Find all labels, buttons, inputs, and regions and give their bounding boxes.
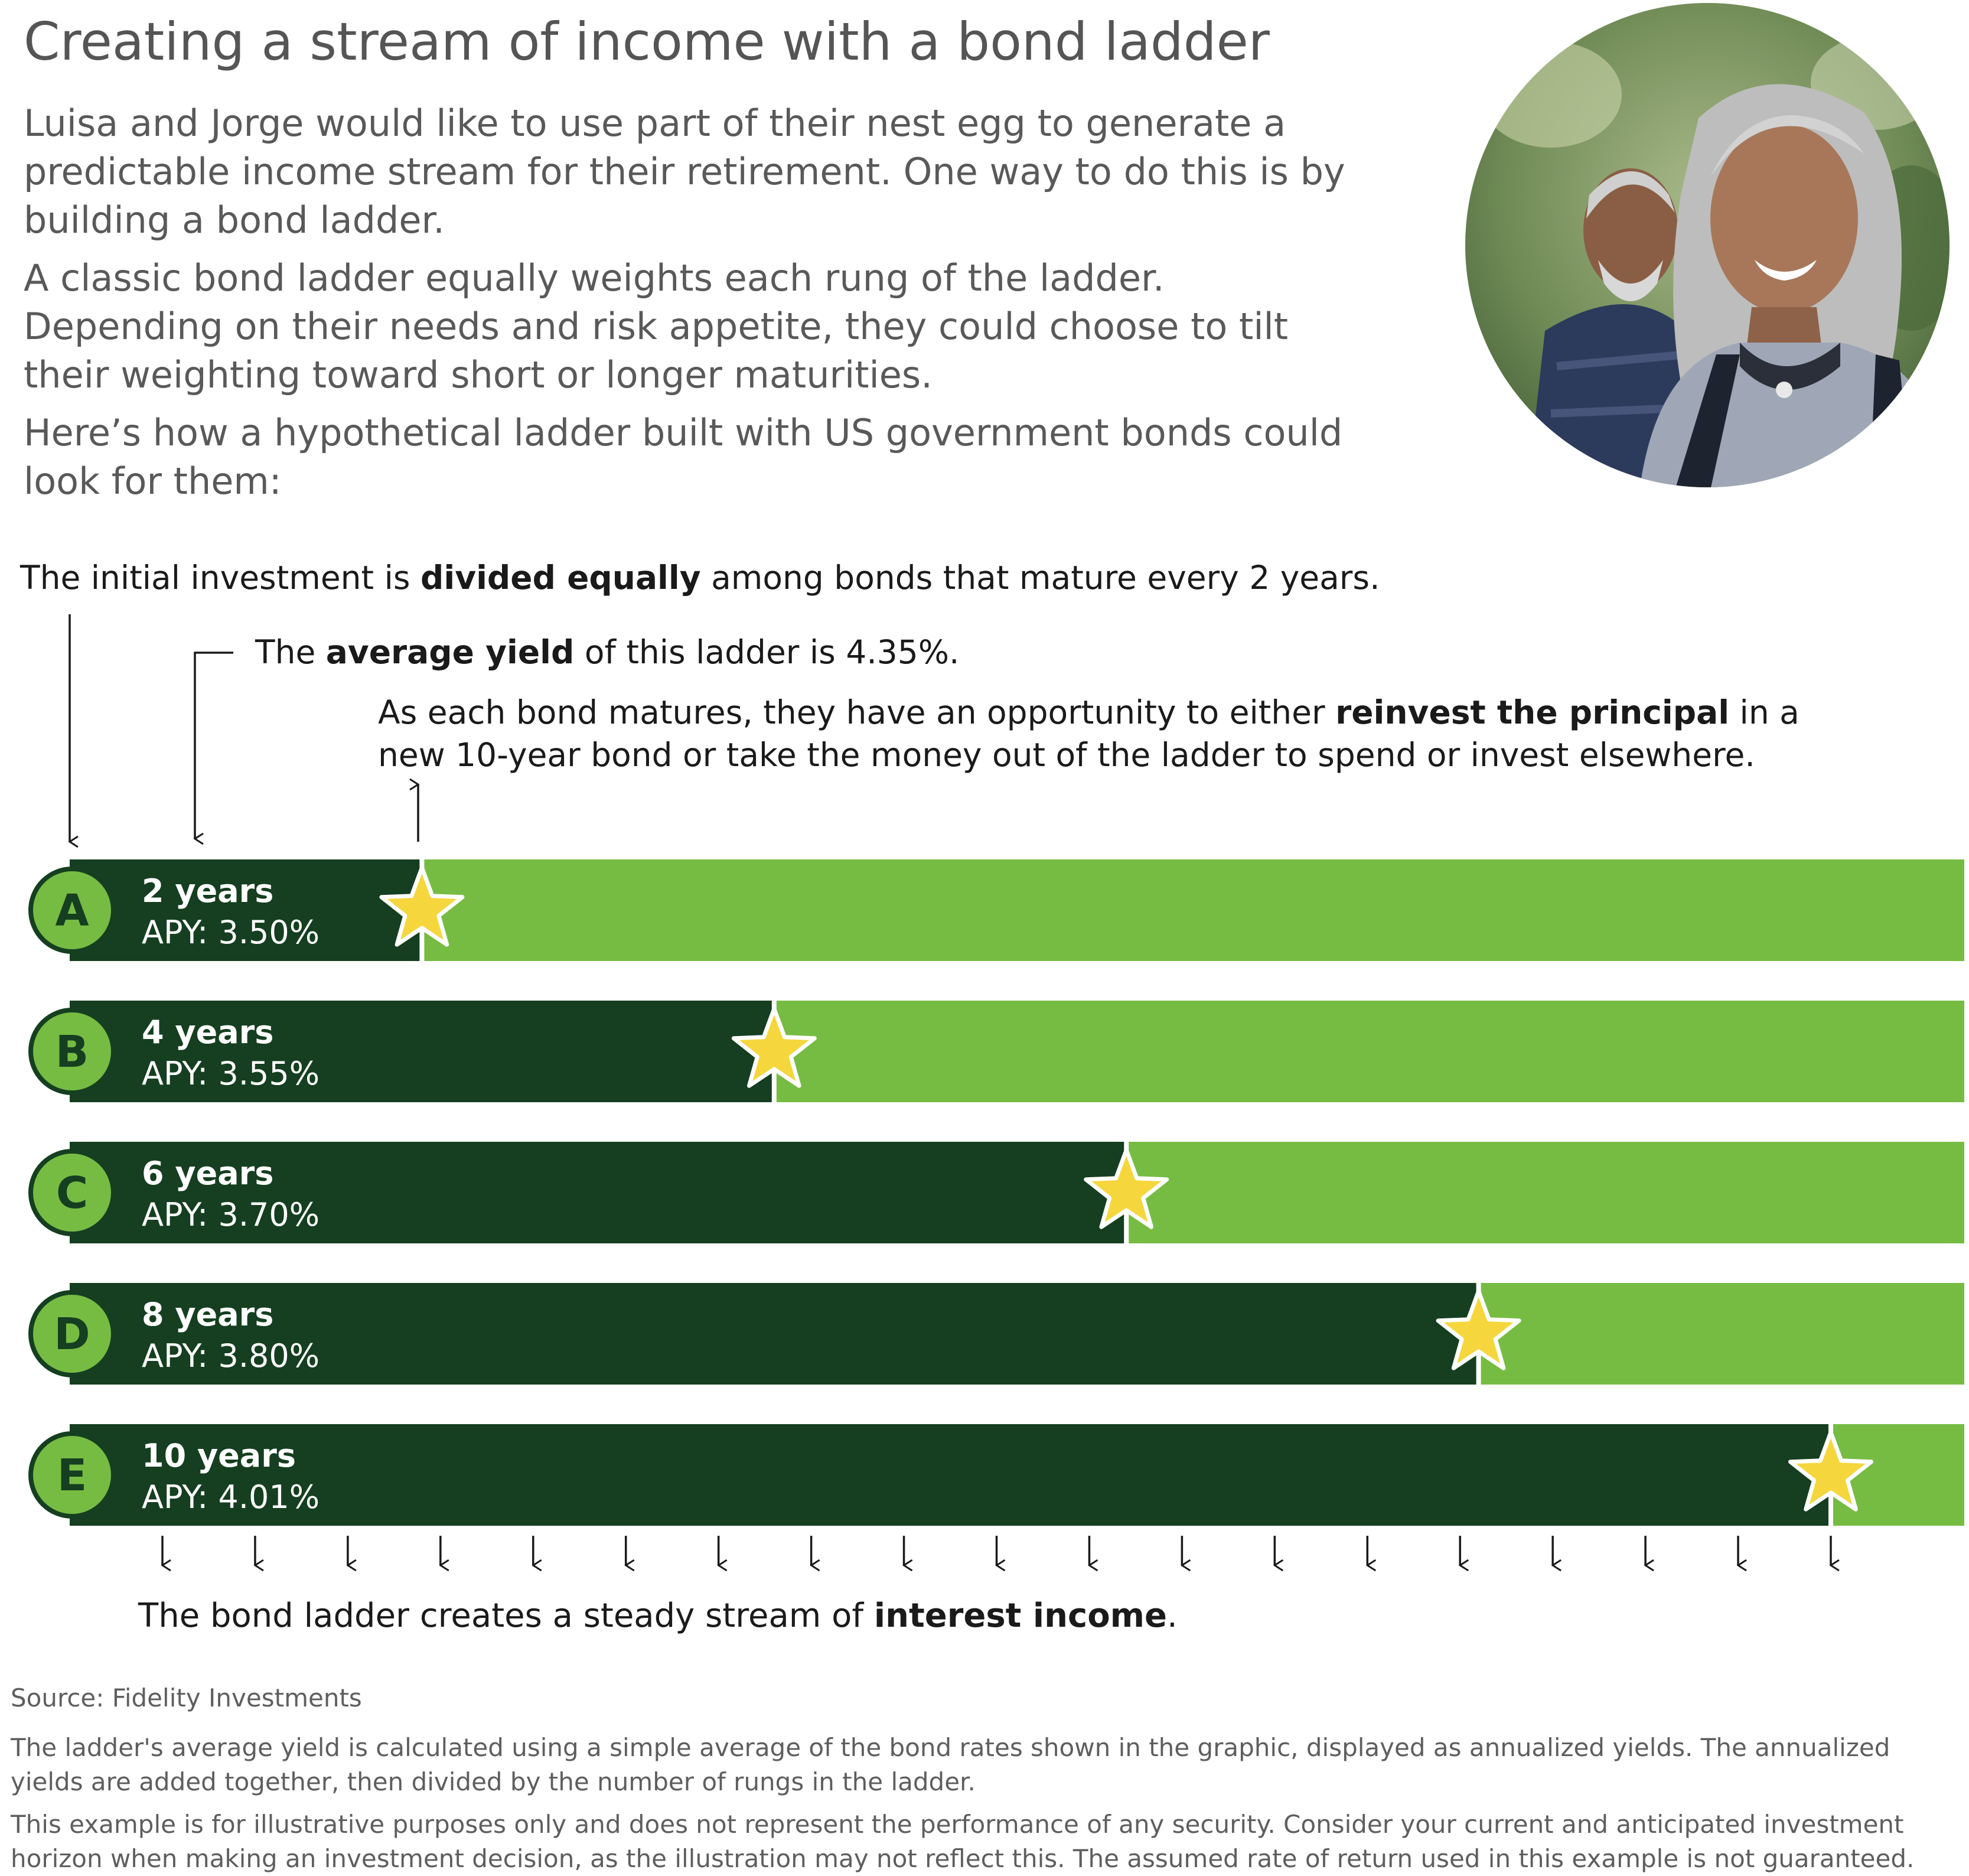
rung-c: C 6 years APY: 3.70% [28, 1142, 1964, 1243]
rung-badge [28, 1431, 116, 1519]
rung-term: 8 years [142, 1296, 273, 1333]
rung-d: D 8 years APY: 3.80% [28, 1283, 1964, 1385]
intro-paragraph-3: Here’s how a hypothetical ladder built w… [24, 411, 1343, 503]
callout-bold: reinvest the principal [1335, 693, 1730, 731]
rung-badge [28, 1008, 116, 1095]
rung-maturity-bar [70, 859, 422, 961]
rung-a: A 2 years APY: 3.50% [28, 859, 1964, 961]
disclaimer-note: This example is for illustrative purpose… [11, 1810, 1915, 1873]
rung-letter: C [56, 1168, 88, 1219]
caption-text: . [1167, 1597, 1178, 1635]
rung-maturity-bar [70, 1001, 774, 1102]
callout-text: The initial investment is [20, 559, 420, 597]
callout-text: The [255, 633, 326, 671]
rung-letter: E [57, 1450, 87, 1501]
star-icon [1436, 1289, 1521, 1370]
callout-bold: divided equally [420, 559, 701, 597]
callout-divided-equally: The initial investment is divided equall… [20, 556, 1380, 599]
caption-text: The bond ladder creates a steady stream … [138, 1597, 874, 1635]
callout-text: in a [1729, 693, 1800, 731]
rung-maturity-bar [70, 1283, 1479, 1385]
rung-maturity-bar [70, 1142, 1127, 1243]
rung-maturity-bar [70, 1424, 1831, 1526]
rung-apy: APY: 3.80% [142, 1337, 320, 1375]
star-icon [731, 1007, 817, 1088]
callout-text: of this ladder is 4.35%. [574, 633, 960, 671]
rung-term: 2 years [142, 872, 273, 910]
rung-apy: APY: 4.01% [142, 1478, 320, 1516]
rung-e: E 10 years APY: 4.01% [28, 1424, 1964, 1526]
star-icon [1788, 1430, 1873, 1512]
rung-letter: A [55, 885, 89, 936]
callout-text: among bonds that mature every 2 years. [700, 559, 1380, 597]
star-icon [379, 865, 465, 947]
interest-income-caption: The bond ladder creates a steady stream … [138, 1595, 1178, 1637]
rung-term: 4 years [142, 1014, 273, 1051]
source-note: Source: Fidelity Investments [11, 1683, 362, 1712]
rung-term: 10 years [142, 1437, 296, 1474]
rung-badge [28, 867, 116, 954]
average-yield-arrow [195, 652, 233, 839]
star-icon [1084, 1148, 1169, 1229]
rung-apy: APY: 3.55% [142, 1055, 320, 1092]
rung-letter: D [54, 1309, 90, 1360]
caption-bold: interest income [873, 1597, 1167, 1635]
callout-average-yield: The average yield of this ladder is 4.35… [255, 631, 960, 673]
page-title: Creating a stream of income with a bond … [24, 11, 1270, 72]
rung-apy: APY: 3.50% [142, 914, 320, 951]
couple-photo [1465, 3, 1950, 487]
rung-letter: B [56, 1027, 89, 1077]
intro-paragraph-1: Luisa and Jorge would like to use part o… [24, 102, 1345, 242]
rung-badge [28, 1290, 116, 1377]
callout-reinvest: As each bond matures, they have an oppor… [378, 691, 1800, 776]
callout-text: As each bond matures, they have an oppor… [378, 693, 1336, 731]
callout-text: new 10-year bond or take the money out o… [378, 736, 1755, 774]
rung-term: 6 years [142, 1155, 273, 1192]
average-yield-note: The ladder's average yield is calculated… [11, 1733, 1890, 1796]
rung-b: B 4 years APY: 3.55% [28, 1001, 1964, 1102]
rung-apy: APY: 3.70% [142, 1196, 320, 1233]
callout-bold: average yield [325, 633, 575, 671]
intro-paragraph-2: A classic bond ladder equally weights ea… [24, 256, 1289, 396]
rung-badge [28, 1149, 116, 1236]
